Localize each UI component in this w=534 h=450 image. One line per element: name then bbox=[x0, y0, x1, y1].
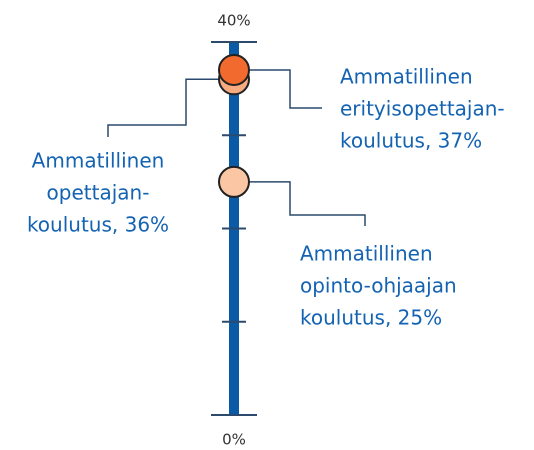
data-label: erityisopettajan- bbox=[340, 97, 505, 121]
y-tick-label: 40% bbox=[217, 12, 250, 30]
data-label: Ammatillinen bbox=[340, 65, 473, 89]
y-tick-label: 0% bbox=[222, 431, 246, 449]
connector bbox=[249, 69, 322, 109]
data-label: opettajan- bbox=[47, 181, 150, 205]
data-label: koulutus, 37% bbox=[340, 129, 482, 153]
data-label: Ammatillinen bbox=[32, 149, 165, 173]
data-label: koulutus, 25% bbox=[300, 306, 442, 330]
data-label: opinto-ohjaajan bbox=[300, 274, 457, 298]
data-label: Ammatillinen bbox=[300, 242, 433, 266]
connector bbox=[249, 181, 366, 226]
data-label: koulutus, 36% bbox=[27, 213, 169, 237]
dot bbox=[218, 53, 250, 86]
dot bbox=[218, 165, 250, 198]
connector bbox=[107, 78, 219, 137]
